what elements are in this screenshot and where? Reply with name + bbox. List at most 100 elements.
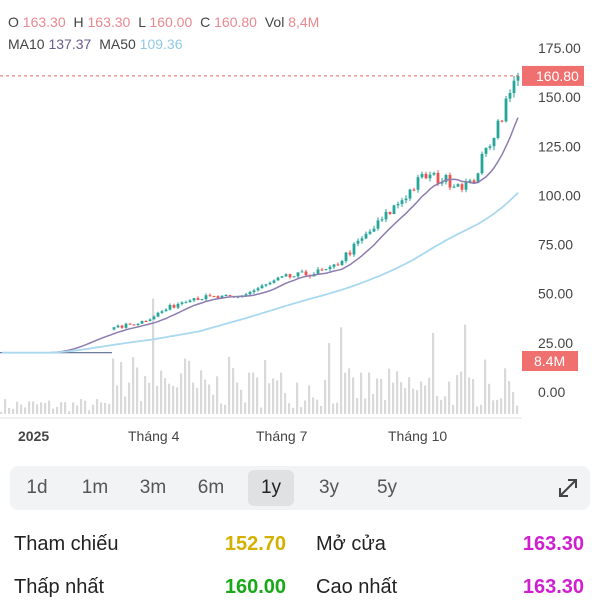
high-price-value: 163.30 [522, 576, 584, 598]
volume-bar [96, 399, 99, 414]
ma10-value: 137.37 [48, 36, 92, 52]
volume-bar [272, 378, 275, 414]
candle-body [420, 173, 424, 178]
volume-bar [408, 377, 411, 414]
volume-bar [468, 377, 471, 414]
price-axis-label: 0.00 [538, 384, 565, 400]
volume-value: 8,4M [288, 14, 320, 30]
volume-bar [248, 372, 251, 414]
volume-bar [116, 385, 119, 414]
candle-body [152, 316, 156, 320]
candle-body [332, 264, 336, 267]
volume-bar [16, 401, 19, 414]
volume-bar [136, 367, 139, 414]
timeframe-selector: 1d 1m 3m 6m 1y 3y 5y [10, 466, 590, 510]
volume-bar [476, 406, 479, 414]
volume-tag-text: 8.4M [534, 353, 565, 369]
volume-bar [284, 393, 287, 414]
price-axis-label: 150.00 [538, 89, 581, 105]
price-chart[interactable]: 175.00 150.00 125.00 100.00 75.00 50.00 25.00 0… [0, 0, 600, 460]
timeframe-1d[interactable]: 1d [26, 477, 48, 498]
volume-bar [276, 380, 279, 414]
candle-body [184, 302, 188, 304]
candle-body [316, 269, 320, 274]
candle-body [340, 261, 344, 266]
ref-value: 152.70 [224, 533, 286, 555]
volume-bar [460, 371, 463, 414]
candle-body [476, 173, 480, 183]
volume-bar [80, 399, 83, 414]
high-label: H [73, 14, 84, 30]
candle-body [148, 319, 152, 322]
timeframe-3m[interactable]: 3m [139, 477, 167, 498]
volume-bar [484, 359, 487, 414]
volume-bar [320, 405, 323, 414]
volume-bar [68, 411, 71, 414]
candle-body [124, 323, 128, 328]
volume-bar [140, 401, 143, 414]
timeframe-1y[interactable]: 1y [248, 470, 294, 506]
volume-tag [522, 351, 578, 371]
volume-bar [388, 368, 391, 414]
volume-bar [172, 385, 175, 414]
candle-body [216, 296, 220, 299]
candle-body [248, 292, 252, 295]
ma10-line [2, 117, 519, 354]
candle-body [208, 295, 212, 297]
volume-bar [312, 397, 315, 414]
candle-body [256, 288, 260, 291]
volume-bar [492, 400, 495, 414]
volume-bar [372, 393, 375, 414]
candle-body [280, 276, 284, 278]
volume-bar [488, 383, 491, 414]
volume-bar [104, 402, 107, 414]
time-axis-label: Tháng 10 [388, 428, 447, 444]
volume-bar [332, 403, 335, 414]
volume-bar [304, 400, 307, 414]
volume-bar [208, 384, 211, 414]
volume-bar [316, 399, 319, 414]
candle-body [392, 205, 396, 215]
volume-bar [84, 400, 87, 414]
candle-body [128, 323, 132, 325]
volume-bar [220, 403, 223, 414]
expand-icon[interactable] [554, 474, 582, 502]
volume-bar [144, 375, 147, 414]
volume-bar [328, 343, 331, 414]
candle-body [188, 300, 192, 303]
timeframe-6m[interactable]: 6m [197, 477, 225, 498]
candle-body [296, 272, 300, 277]
candle-body [380, 219, 384, 221]
volume-bar [508, 381, 511, 414]
candle-body [428, 174, 432, 179]
candle-body [112, 327, 116, 330]
volume-bar [204, 379, 207, 414]
low-price-label: Thấp nhất [14, 576, 105, 598]
candle-body [504, 98, 508, 122]
volume-bar [112, 358, 115, 414]
timeframe-1m[interactable]: 1m [81, 477, 109, 498]
candle-body [404, 198, 408, 201]
candle-body [388, 211, 392, 215]
last-price-tag [522, 65, 584, 86]
volume-bar [200, 370, 203, 414]
candle-body [276, 277, 280, 281]
volume-bar [256, 377, 259, 414]
ma50-value: 109.36 [139, 36, 183, 52]
candle-body [132, 324, 136, 326]
candle-body [364, 233, 368, 239]
timeframe-3y[interactable]: 3y [318, 477, 340, 498]
low-label: L [138, 14, 146, 30]
price-axis-label: 125.00 [538, 138, 581, 154]
candle-body [412, 189, 416, 191]
candle-body [244, 294, 248, 297]
candle-body [200, 299, 204, 301]
volume-bar [152, 298, 155, 414]
candle-body [464, 182, 468, 190]
low-value: 160.00 [149, 14, 193, 30]
candle-body [196, 298, 200, 300]
timeframe-5y[interactable]: 5y [376, 477, 398, 498]
low-price-value: 160.00 [224, 576, 286, 598]
volume-bar [60, 402, 63, 414]
candle-body [368, 231, 372, 234]
